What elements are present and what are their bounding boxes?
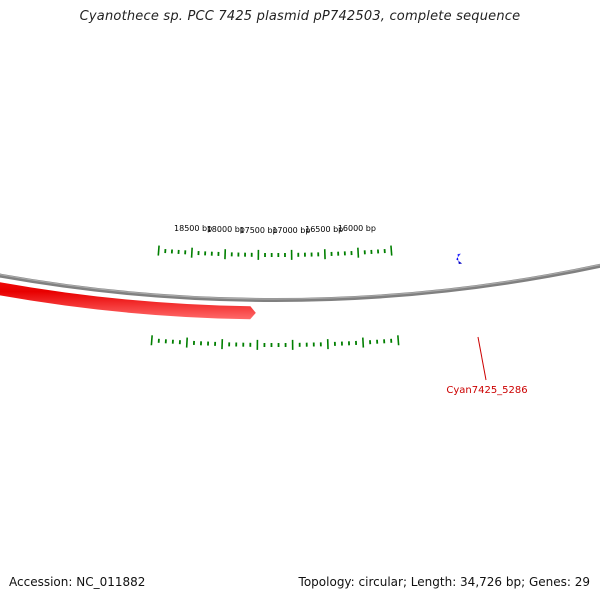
accession-text: Accession: NC_011882 (9, 575, 146, 589)
summary-text: Topology: circular; Length: 34,726 bp; G… (298, 575, 590, 589)
position-label-18000: 18000 bp (207, 225, 245, 234)
inner-tick-15500 (397, 335, 400, 346)
sequence-backbone (0, 263, 600, 302)
forward-gene-arrow (456, 253, 463, 264)
inner-tick-18500 (185, 337, 188, 348)
inner-tick-16000 (362, 337, 365, 348)
inner-tick-19000 (150, 335, 153, 346)
outer-tick-16000 (357, 247, 360, 258)
gene-features (0, 253, 463, 320)
backbone-ring (0, 263, 600, 302)
position-label-17500: 17500 bp (240, 226, 278, 235)
outer-tick-19000 (157, 245, 160, 256)
position-label-17000: 17000 bp (272, 226, 310, 235)
outer-tick-18500 (190, 247, 193, 258)
map-title: Cyanothece sp. PCC 7425 plasmid pP742503… (79, 9, 521, 24)
position-label-16500: 16500 bp (305, 225, 343, 234)
bp-ticks (150, 245, 400, 350)
backbone-highlight (0, 264, 600, 300)
reverse-gene-arrow-Cyan7425_5286 (0, 282, 256, 320)
position-label-16000: 16000 bp (338, 224, 376, 233)
gene-label: Cyan7425_5286 (446, 385, 527, 396)
position-label-18500: 18500 bp (174, 224, 212, 233)
gene-label-leader (477, 336, 487, 381)
outer-tick-15500 (390, 245, 393, 256)
